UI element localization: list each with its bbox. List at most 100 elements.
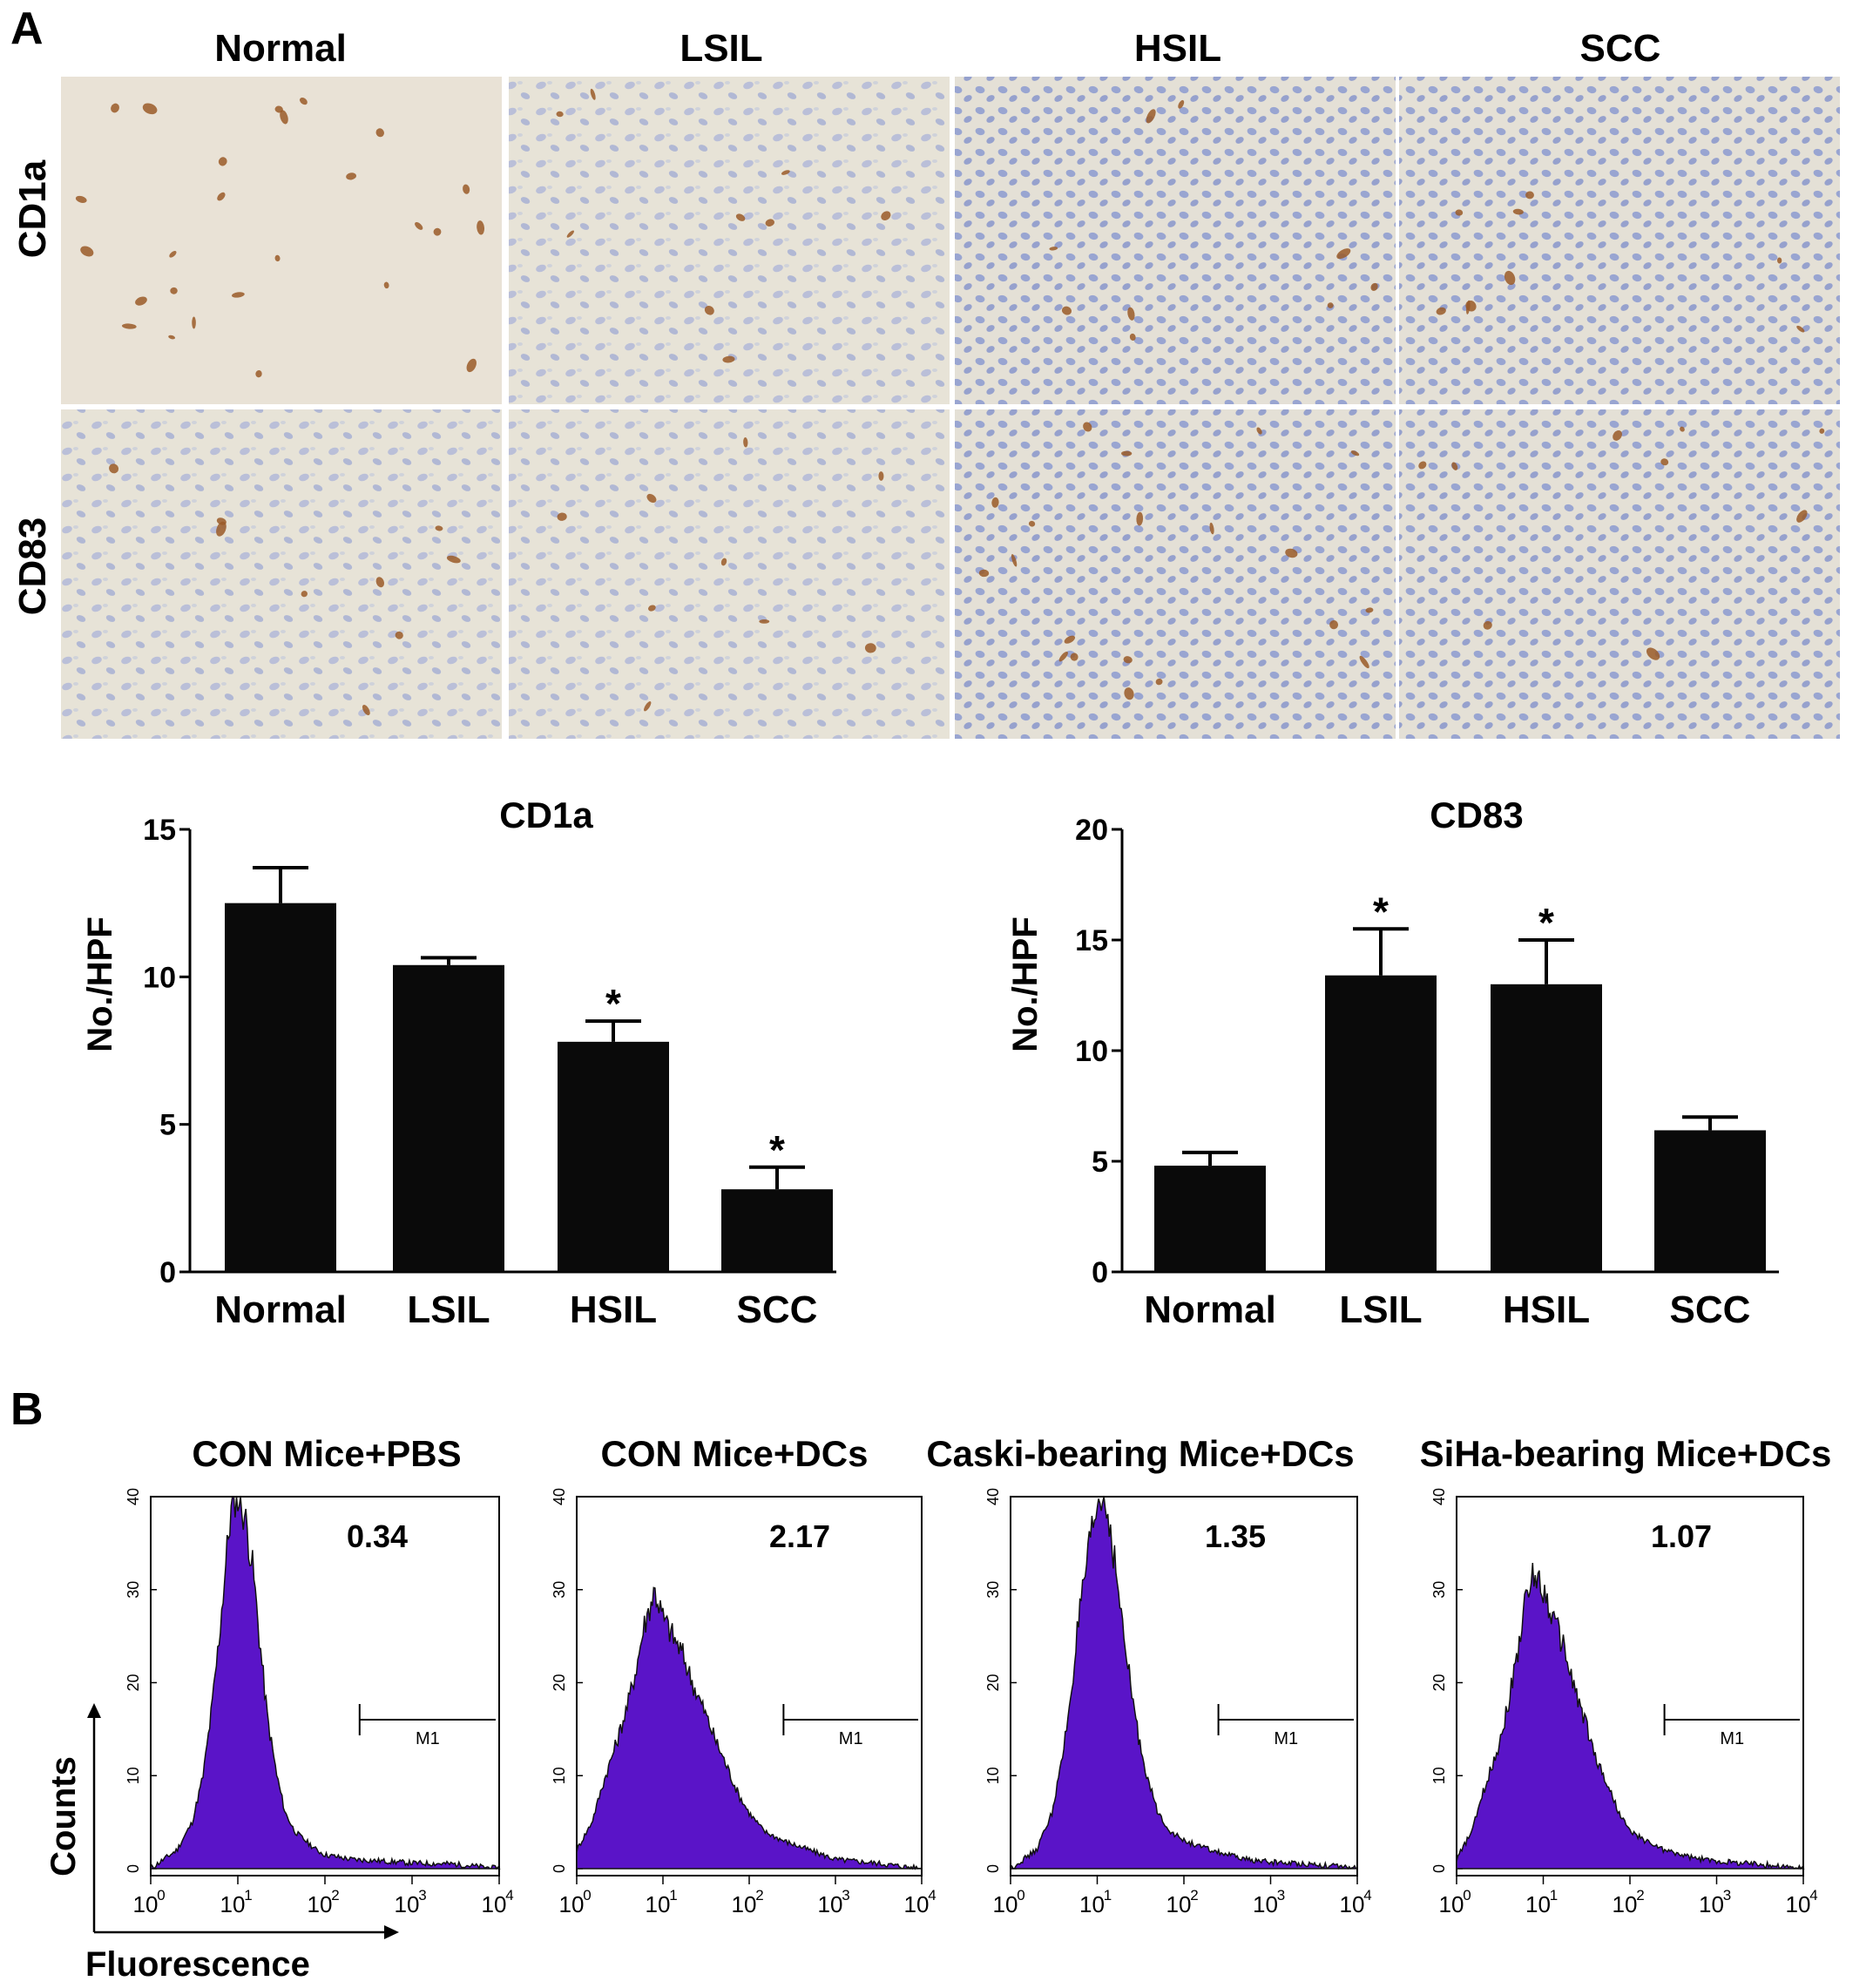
y-axis-label: No./HPF	[81, 916, 119, 1052]
x-tick-label-scc: SCC	[737, 1288, 818, 1331]
y-tick-label: 0	[1430, 1864, 1448, 1873]
x-tick-label: 10	[1699, 1891, 1724, 1917]
x-tick-label-lsil: LSIL	[407, 1288, 490, 1331]
x-tick-label: 10	[732, 1891, 757, 1917]
significance-star: *	[1373, 889, 1389, 934]
row-label-cd1a: CD1a	[11, 159, 54, 258]
x-tick-exponent: 2	[1190, 1887, 1198, 1903]
histogram-title: SiHa-bearing Mice+DCs	[1420, 1433, 1832, 1474]
x-tick-exponent: 4	[1363, 1887, 1371, 1903]
bar-lsil	[1325, 975, 1437, 1272]
x-tick-exponent: 1	[1104, 1887, 1112, 1903]
x-tick-exponent: 2	[331, 1887, 339, 1903]
x-tick-label: 10	[395, 1891, 420, 1917]
x-tick-label: 10	[482, 1891, 507, 1917]
histogram-area	[1010, 1496, 1357, 1870]
x-tick-label: 10	[1613, 1891, 1638, 1917]
x-tick-label: 10	[904, 1891, 930, 1917]
y-tick-label: 20	[125, 1674, 142, 1691]
x-tick-exponent: 3	[1277, 1887, 1285, 1903]
micrograph-cd83-scc	[1399, 409, 1840, 739]
y-tick-label: 30	[125, 1581, 142, 1599]
y-tick-label: 15	[1075, 924, 1108, 957]
y-tick-label: 30	[551, 1581, 568, 1599]
x-tick-label: 10	[818, 1891, 843, 1917]
chart-title: CD1a	[499, 795, 593, 835]
micrograph-cd83-normal	[61, 409, 502, 739]
x-tick-exponent: 2	[755, 1887, 763, 1903]
panel-a-letter: A	[10, 3, 44, 54]
gate-m1-label: M1	[1720, 1729, 1744, 1748]
micrograph-grid	[61, 77, 1840, 739]
y-tick-label: 40	[551, 1488, 568, 1505]
micrograph-cd1a-scc	[1399, 77, 1840, 404]
x-tick-exponent: 1	[669, 1887, 677, 1903]
significance-star: *	[605, 981, 621, 1026]
gate-m1-label: M1	[839, 1729, 863, 1748]
y-tick-label: 10	[1075, 1035, 1108, 1068]
y-tick-label: 20	[1430, 1674, 1448, 1691]
y-tick-label: 40	[1430, 1488, 1448, 1505]
x-tick-label: 10	[1340, 1891, 1365, 1917]
y-tick-label: 5	[1092, 1146, 1108, 1179]
x-tick-label: 10	[646, 1891, 671, 1917]
column-label-normal: Normal	[214, 27, 347, 70]
gate-percentage: 0.34	[347, 1518, 408, 1554]
x-tick-exponent: 3	[418, 1887, 426, 1903]
y-tick-label: 30	[1430, 1581, 1448, 1599]
x-tick-label-normal: Normal	[214, 1288, 347, 1331]
x-tick-label: 10	[1786, 1891, 1811, 1917]
x-tick-label: 10	[308, 1891, 333, 1917]
x-tick-label: 10	[1439, 1891, 1464, 1917]
y-tick-label: 0	[159, 1256, 176, 1289]
y-tick-label: 10	[143, 961, 176, 994]
y-axis-arrowhead	[87, 1703, 101, 1718]
x-tick-label: 10	[220, 1891, 246, 1917]
panel-b-letter: B	[10, 1384, 44, 1435]
x-tick-exponent: 4	[1809, 1887, 1817, 1903]
micrograph-cd1a-normal	[61, 77, 502, 404]
x-tick-exponent: 0	[1463, 1887, 1471, 1903]
gate-percentage: 1.07	[1651, 1518, 1712, 1554]
x-tick-label: 10	[993, 1891, 1018, 1917]
gate-percentage: 1.35	[1205, 1518, 1266, 1554]
y-tick-label: 10	[551, 1767, 568, 1784]
x-tick-label-hsil: HSIL	[570, 1288, 657, 1331]
histogram-area	[1456, 1562, 1805, 1870]
x-tick-label: 10	[133, 1891, 159, 1917]
y-axis-label: No./HPF	[1006, 916, 1045, 1052]
x-tick-exponent: 4	[505, 1887, 513, 1903]
column-label-hsil: HSIL	[1134, 27, 1221, 70]
y-tick-label: 40	[125, 1488, 142, 1505]
significance-star: *	[769, 1127, 785, 1173]
x-tick-label: 10	[1253, 1891, 1278, 1917]
x-tick-label: 10	[1525, 1891, 1551, 1917]
significance-star: *	[1538, 900, 1554, 945]
y-tick-label: 10	[1430, 1767, 1448, 1784]
x-tick-label-scc: SCC	[1670, 1288, 1751, 1331]
column-label-lsil: LSIL	[680, 27, 762, 70]
y-tick-label: 10	[125, 1767, 142, 1784]
histogram-area	[150, 1496, 501, 1870]
y-tick-label: 20	[1075, 814, 1108, 847]
x-tick-exponent: 0	[1017, 1887, 1024, 1903]
gate-m1-label: M1	[1274, 1729, 1298, 1748]
x-tick-exponent: 1	[244, 1887, 252, 1903]
x-tick-label: 10	[559, 1891, 585, 1917]
bar-chart-cd1a: CD1a No./HPF 0 5 10 15 Normal LSIL * HSIL * SCC	[81, 795, 836, 1331]
y-tick-label: 40	[984, 1488, 1002, 1505]
bar-chart-cd83: CD83 No./HPF 0 5 10 15 20 Normal * LSIL * HSIL SCC	[1006, 795, 1779, 1331]
gate-m1-label: M1	[416, 1729, 440, 1748]
histogram-title: Caski-bearing Mice+DCs	[926, 1433, 1354, 1474]
x-axis-label-fluorescence: Fluorescence	[85, 1945, 310, 1984]
bar-normal	[225, 903, 336, 1272]
bar-normal	[1154, 1166, 1266, 1272]
x-tick-label-lsil: LSIL	[1339, 1288, 1422, 1331]
micrograph-cd83-hsil	[955, 409, 1396, 739]
x-tick-label: 10	[1079, 1891, 1105, 1917]
x-tick-exponent: 4	[928, 1887, 936, 1903]
